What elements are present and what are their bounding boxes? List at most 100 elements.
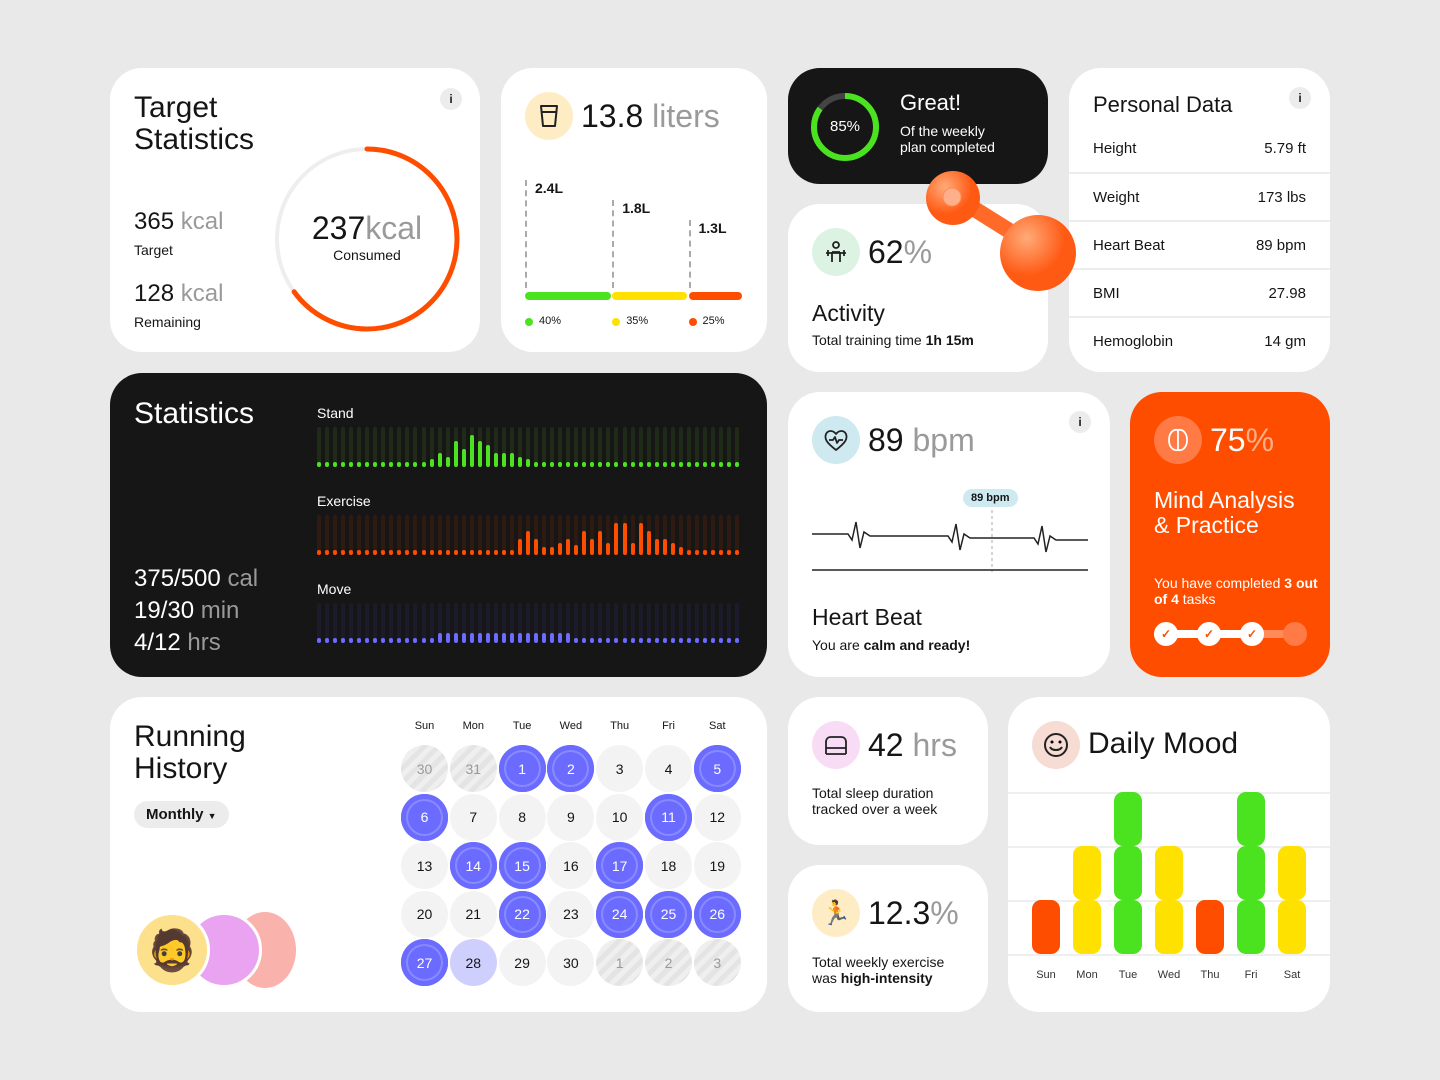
calendar-day[interactable]: 3 — [693, 939, 741, 986]
stand-bar — [694, 462, 699, 467]
exercise-bar — [614, 523, 619, 555]
calendar-day[interactable]: 17 — [596, 842, 644, 889]
unit: kcal — [180, 208, 224, 235]
bar-track — [365, 515, 370, 555]
calendar-day[interactable]: 14 — [449, 842, 497, 889]
stand-bar — [389, 462, 394, 467]
calendar-day[interactable]: 29 — [498, 939, 546, 986]
exercise-bar — [719, 550, 723, 555]
avatar[interactable]: 🧔 — [134, 912, 210, 988]
water-bar-label: 1.3L — [698, 220, 727, 236]
target-title: Target Statistics — [134, 91, 255, 156]
calendar-day[interactable]: 23 — [547, 890, 595, 938]
bar-track — [501, 515, 506, 555]
calendar-day[interactable]: 12 — [693, 793, 741, 841]
calendar-day[interactable]: 21 — [449, 890, 497, 938]
move-bar — [654, 638, 659, 643]
exercise-bar — [574, 545, 579, 555]
calendar-day[interactable]: 26 — [693, 890, 741, 938]
exercise-bar — [702, 550, 707, 555]
bar-track — [606, 515, 611, 555]
bar-track — [542, 515, 547, 555]
day-number: 26 — [709, 906, 726, 922]
weekday-label: Wed — [559, 720, 583, 732]
calendar-day[interactable]: 18 — [645, 842, 692, 889]
exercise-bar — [445, 550, 450, 555]
info-button[interactable]: i — [1289, 87, 1311, 109]
calendar-day[interactable]: 8 — [498, 793, 546, 841]
exercise-bar — [638, 523, 643, 555]
day-number: 3 — [713, 954, 722, 971]
day-label: Mon — [1076, 969, 1098, 981]
exercise-bar — [598, 531, 603, 555]
exercise-bar — [678, 547, 683, 555]
bar-track — [477, 515, 482, 555]
calendar-day[interactable]: 22 — [498, 890, 546, 938]
calendar-day[interactable]: 5 — [693, 745, 741, 792]
stand-bar — [413, 462, 418, 467]
calendar-day[interactable]: 15 — [498, 842, 546, 889]
calendar-day[interactable]: 31 — [449, 745, 497, 792]
day-number: 1 — [518, 760, 526, 777]
stand-bar — [405, 462, 410, 467]
calendar-day[interactable]: 30 — [401, 745, 448, 792]
bar-track — [325, 603, 330, 643]
calendar-day[interactable]: 9 — [547, 793, 595, 841]
calendar-day[interactable]: 2 — [645, 939, 692, 986]
bar-track — [614, 603, 619, 643]
move-bar — [493, 633, 498, 643]
stand-bar — [493, 453, 498, 467]
calendar-day[interactable]: 13 — [401, 842, 448, 889]
move-bar — [670, 638, 675, 643]
calendar-day[interactable]: 16 — [547, 842, 595, 889]
bar-track — [582, 603, 587, 643]
calendar-day[interactable]: 6 — [401, 793, 448, 841]
calendar-day[interactable]: 2 — [547, 745, 595, 792]
calendar-day[interactable]: 28 — [449, 939, 497, 986]
bar-track — [373, 427, 378, 467]
water-bar-segment — [688, 292, 742, 300]
move-bar — [558, 633, 563, 643]
info-button[interactable]: i — [440, 88, 462, 110]
calendar-day[interactable]: 27 — [401, 939, 448, 986]
info-button[interactable]: i — [1069, 411, 1091, 433]
bar-track — [405, 427, 410, 467]
activity-title: Activity — [812, 300, 885, 326]
bar-track — [678, 515, 683, 555]
calendar-day[interactable]: 19 — [693, 842, 741, 889]
bar-track — [333, 427, 338, 467]
calendar-day[interactable]: 24 — [596, 890, 644, 938]
move-bar — [341, 638, 346, 643]
calendar-day[interactable]: 11 — [645, 793, 692, 841]
exercise-intensity-card: 🏃 12.3% Total weekly exercise was high-in… — [788, 865, 988, 1012]
bar-track — [686, 427, 691, 467]
calendar-day[interactable]: 1 — [498, 745, 546, 792]
calendar-day[interactable]: 20 — [401, 890, 448, 938]
calendar-day[interactable]: 10 — [596, 793, 644, 841]
bar-track — [694, 603, 699, 643]
stand-bar — [670, 462, 675, 467]
move-bar — [550, 633, 555, 643]
exercise-bar — [349, 550, 354, 555]
calendar-day[interactable]: 1 — [596, 939, 644, 986]
exercise-bar — [341, 550, 346, 555]
calendar-day[interactable]: 7 — [449, 793, 497, 841]
calendar-day[interactable]: 30 — [547, 939, 595, 986]
bar-track — [566, 515, 571, 555]
mood-bar-segment — [1196, 900, 1224, 954]
stand-bar — [558, 462, 563, 467]
stand-bar — [598, 462, 603, 467]
water-guide-line — [525, 180, 527, 288]
mood-bar-segment — [1237, 846, 1265, 900]
bar-track — [638, 427, 643, 467]
target-value: 365 — [134, 208, 175, 235]
mood-bar-segment — [1114, 900, 1142, 954]
calories-stat: 375/500 — [134, 565, 221, 592]
calendar-day[interactable]: 25 — [645, 890, 692, 938]
water-value: 13.8 — [581, 98, 644, 134]
exercise-bar — [735, 550, 740, 555]
day-number: 2 — [664, 954, 673, 971]
calendar-day[interactable]: 4 — [645, 745, 692, 792]
monthly-dropdown[interactable]: Monthly ▼ — [134, 801, 229, 828]
calendar-day[interactable]: 3 — [596, 745, 644, 792]
